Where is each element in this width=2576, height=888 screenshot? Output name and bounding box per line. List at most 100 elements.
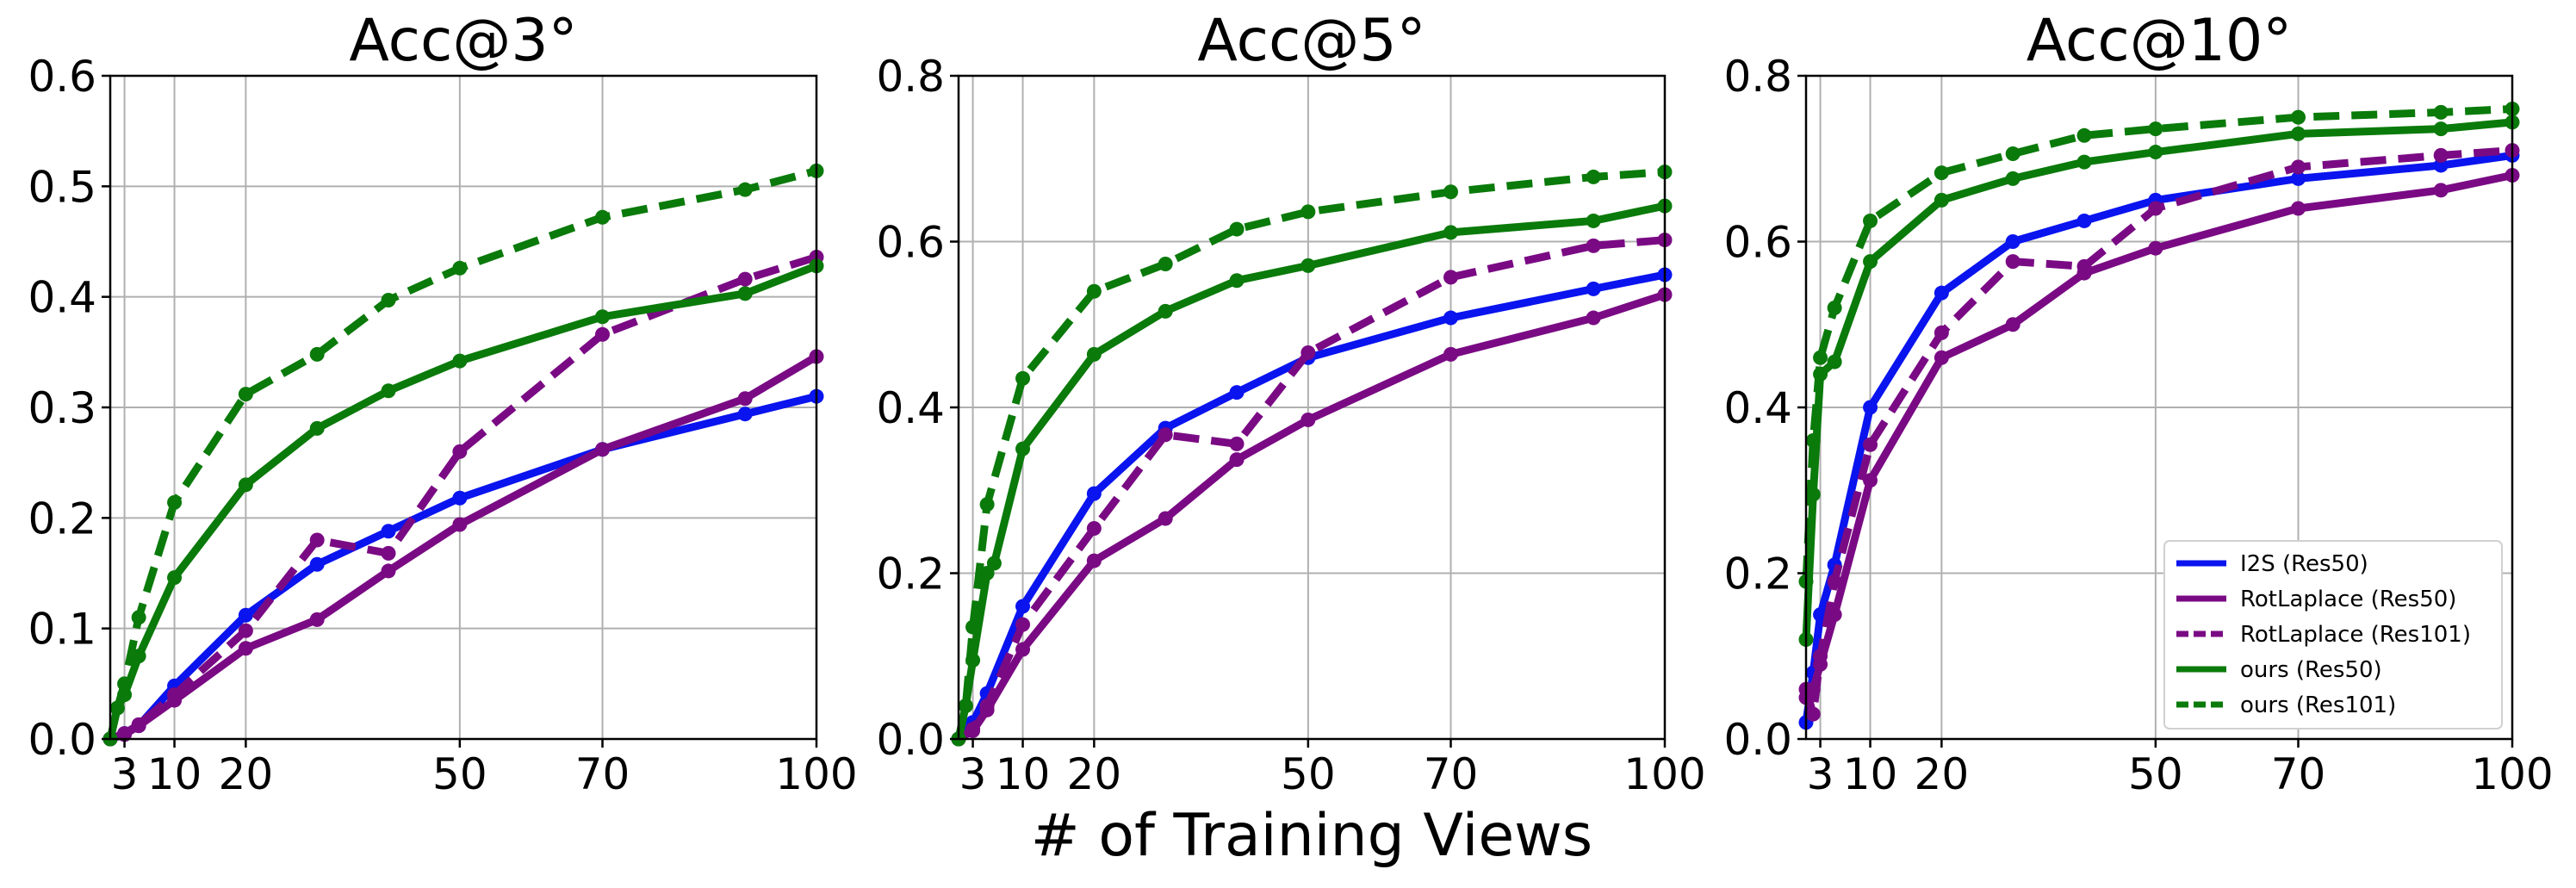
data-point-ours-res101 xyxy=(2005,146,2020,161)
data-point-i2s-res50 xyxy=(309,556,325,572)
data-point-i2s-res50 xyxy=(1934,285,1949,301)
data-point-ours-res50 xyxy=(2433,121,2449,137)
x-tick-label: 50 xyxy=(1281,749,1336,799)
y-tick-label: 0.2 xyxy=(28,494,96,543)
data-point-rotlaplace-res101 xyxy=(2433,147,2449,163)
data-point-rotlaplace-res50 xyxy=(595,442,611,457)
data-point-ours-res50 xyxy=(1827,354,1842,369)
data-point-rotlaplace-res101 xyxy=(452,444,468,459)
legend-box xyxy=(2163,540,2503,730)
y-tick-label: 0.4 xyxy=(876,383,945,433)
x-tick-label: 70 xyxy=(2271,749,2326,799)
data-point-ours-res50 xyxy=(595,309,611,325)
x-tick-label: 70 xyxy=(575,749,630,799)
data-point-ours-res101 xyxy=(2433,104,2449,120)
data-point-ours-res50 xyxy=(1086,346,1102,362)
data-point-rotlaplace-res50 xyxy=(1300,412,1316,427)
data-point-ours-res101 xyxy=(1863,213,1878,228)
data-point-rotlaplace-res101 xyxy=(1443,270,1459,285)
data-point-rotlaplace-res50 xyxy=(238,641,253,656)
panel-title: Acc@10° xyxy=(2027,7,2293,75)
data-point-ours-res50 xyxy=(167,570,183,586)
data-point-ours-res101 xyxy=(958,699,973,713)
y-tick-label: 0.6 xyxy=(28,52,96,102)
data-point-ours-res101 xyxy=(1300,204,1316,220)
data-point-rotlaplace-res101 xyxy=(309,532,325,548)
legend-label: ours (Res50) xyxy=(2240,657,2382,683)
data-point-rotlaplace-res101 xyxy=(2148,201,2163,216)
data-point-rotlaplace-res50 xyxy=(737,391,753,407)
data-point-i2s-res50 xyxy=(1229,385,1245,401)
data-point-rotlaplace-res50 xyxy=(2148,240,2163,256)
data-point-ours-res101 xyxy=(1015,370,1031,386)
data-point-ours-res101 xyxy=(452,260,468,276)
data-point-rotlaplace-res50 xyxy=(1934,350,1949,365)
data-point-rotlaplace-res50 xyxy=(1863,473,1878,488)
legend-label: ours (Res101) xyxy=(2240,692,2396,718)
data-point-ours-res50 xyxy=(381,383,396,399)
legend-label: RotLaplace (Res50) xyxy=(2240,587,2456,612)
data-point-i2s-res50 xyxy=(238,607,253,623)
panel-1: 3 10 20 50 70 100 0.0 0.1 0.2 0.3 0.4 0.5 0.6 Acc@3° xyxy=(28,7,857,799)
y-tick-label: 0.1 xyxy=(28,605,96,655)
data-point-ours-res50 xyxy=(1229,273,1245,289)
data-point-rotlaplace-res101 xyxy=(2076,258,2092,274)
data-point-rotlaplace-res101 xyxy=(1934,325,1949,340)
data-point-ours-res50 xyxy=(1015,441,1031,456)
data-point-rotlaplace-res50 xyxy=(1586,310,1601,326)
data-point-i2s-res50 xyxy=(1586,281,1601,296)
legend-label: I2S (Res50) xyxy=(2240,551,2368,577)
data-point-ours-res50 xyxy=(2005,171,2020,186)
data-point-ours-res50 xyxy=(1934,192,1949,208)
x-tick-label: 10 xyxy=(147,749,202,799)
data-point-ours-res50 xyxy=(2291,126,2306,141)
data-point-rotlaplace-res101 xyxy=(737,271,753,287)
legend-label: RotLaplace (Res101) xyxy=(2240,622,2471,648)
data-point-ours-res101 xyxy=(595,209,611,225)
data-point-rotlaplace-res101 xyxy=(1863,437,1878,452)
panel-title: Acc@3° xyxy=(349,7,577,75)
data-point-rotlaplace-res101 xyxy=(2291,159,2306,175)
data-point-rotlaplace-res50 xyxy=(381,563,396,579)
data-point-rotlaplace-res101 xyxy=(595,326,611,342)
data-point-rotlaplace-res50 xyxy=(1229,452,1245,468)
data-point-rotlaplace-res101 xyxy=(1827,574,1842,589)
data-point-i2s-res50 xyxy=(1443,310,1459,326)
data-point-rotlaplace-res101 xyxy=(381,545,396,561)
data-point-ours-res101 xyxy=(1229,221,1245,237)
data-point-rotlaplace-res101 xyxy=(131,717,146,732)
data-point-ours-res50 xyxy=(452,353,468,369)
data-point-ours-res101 xyxy=(1086,283,1102,299)
data-point-ours-res101 xyxy=(1586,169,1601,184)
data-point-ours-res50 xyxy=(1863,254,1878,270)
data-point-ours-res101 xyxy=(109,700,125,716)
data-point-ours-res101 xyxy=(2148,121,2163,137)
series-line-rotlaplace-res101 xyxy=(956,236,1666,742)
y-tick-label: 0.6 xyxy=(1723,218,1792,268)
data-point-ours-res50 xyxy=(2148,145,2163,160)
y-tick-label: 0.4 xyxy=(1723,383,1792,433)
y-tick-label: 0.0 xyxy=(28,715,96,765)
legend: I2S (Res50) RotLaplace (Res50) RotLaplace … xyxy=(2163,540,2503,730)
data-point-i2s-res50 xyxy=(2076,213,2092,228)
data-point-i2s-res50 xyxy=(737,407,753,422)
series-line-ours-res101 xyxy=(1802,105,2513,582)
data-point-ours-res101 xyxy=(2076,127,2092,143)
data-point-ours-res50 xyxy=(1586,213,1601,228)
data-point-i2s-res50 xyxy=(1015,599,1031,614)
y-tick-label: 0.4 xyxy=(28,273,96,323)
data-point-rotlaplace-res101 xyxy=(1229,436,1245,451)
data-point-ours-res50 xyxy=(1158,303,1173,319)
y-tick-label: 0.6 xyxy=(876,218,945,268)
series-line-i2s-res50 xyxy=(1802,151,2513,723)
data-point-rotlaplace-res101 xyxy=(965,721,981,736)
data-point-ours-res50 xyxy=(1300,258,1316,273)
data-point-rotlaplace-res101 xyxy=(1300,345,1316,360)
x-tick-label: 100 xyxy=(775,749,857,799)
data-point-i2s-res50 xyxy=(1863,400,1878,415)
x-tick-label: 50 xyxy=(2128,749,2183,799)
data-point-rotlaplace-res101 xyxy=(1805,706,1821,722)
data-point-ours-res101 xyxy=(167,494,183,510)
x-tick-label: 3 xyxy=(959,749,987,799)
